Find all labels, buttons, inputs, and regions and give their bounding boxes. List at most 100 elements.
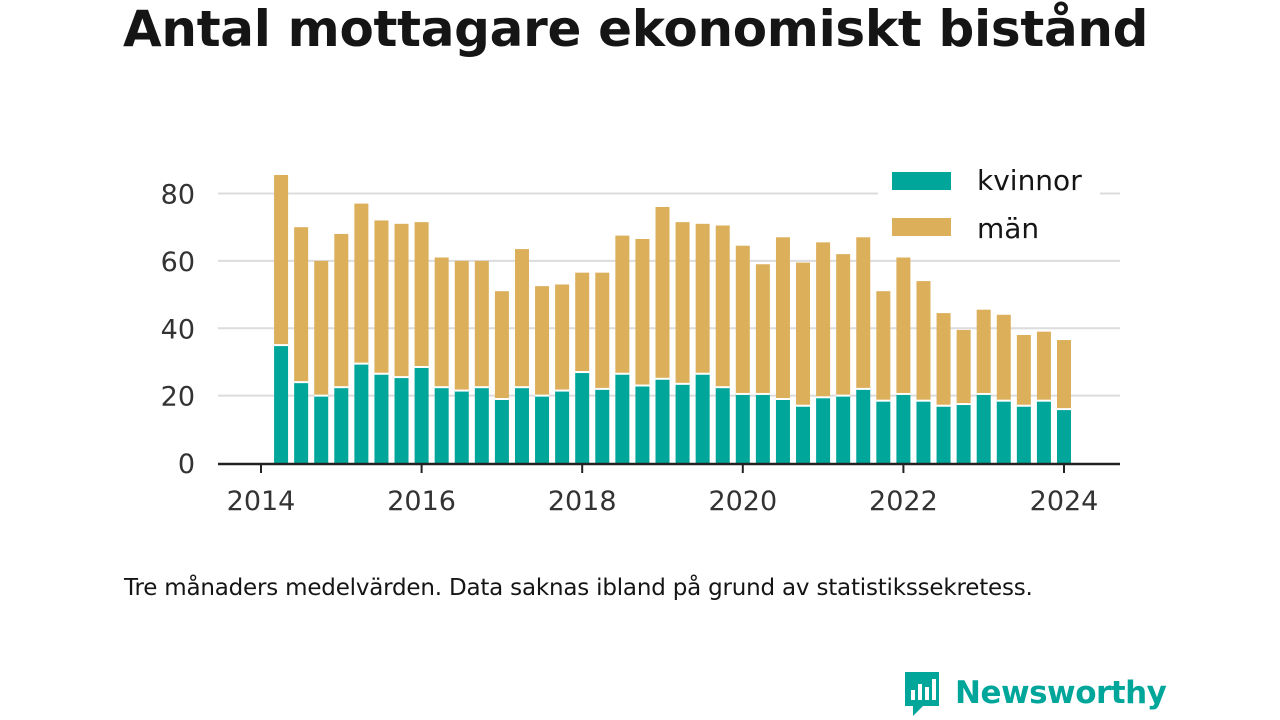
bar-man (1036, 331, 1051, 401)
y-tick-label: 80 (161, 180, 195, 211)
bar-kvinnor (715, 387, 730, 463)
x-tick-label: 2016 (387, 486, 456, 517)
bar-kvinnor (294, 382, 309, 463)
axes: 0 20 40 60 80 2014 2016 2018 2020 2022 2024 (161, 180, 1120, 517)
bar-man (1057, 340, 1071, 410)
bar-man (314, 260, 329, 396)
bar-kvinnor (695, 373, 710, 463)
legend-label-man: män (977, 212, 1039, 245)
bar-kvinnor (535, 395, 550, 463)
bar-man (494, 291, 509, 399)
bar-kvinnor (454, 390, 469, 463)
bar-man (956, 329, 971, 405)
bar-kvinnor (836, 395, 851, 463)
bar-man (836, 254, 851, 396)
bar-man (916, 281, 931, 401)
chart-footnote: Tre månaders medelvärden. Data saknas ib… (124, 575, 1033, 601)
bar-man (575, 272, 590, 373)
bar-kvinnor (595, 388, 610, 463)
bar-man (294, 227, 309, 383)
legend-swatch-man (892, 218, 951, 236)
bar-kvinnor (796, 405, 811, 463)
bar-kvinnor (514, 387, 529, 463)
bar-kvinnor (916, 400, 931, 463)
bar-man (896, 257, 911, 394)
bar-man (695, 223, 710, 374)
bar-man (555, 284, 570, 391)
bar-man (474, 260, 489, 388)
bar-kvinnor (956, 404, 971, 463)
bar-kvinnor (334, 387, 349, 463)
bar-man (535, 286, 550, 396)
legend-label-kvinnor: kvinnor (977, 164, 1082, 197)
bar-kvinnor (896, 393, 911, 463)
bar-kvinnor (755, 393, 770, 463)
bar-man (635, 238, 650, 386)
bar-kvinnor (1016, 405, 1031, 463)
x-tick-label: 2014 (227, 486, 296, 517)
bar-kvinnor (434, 387, 449, 463)
bar-man (976, 309, 991, 394)
bar-kvinnor (374, 373, 389, 463)
bar-kvinnor (655, 378, 670, 463)
x-tick-label: 2024 (1030, 486, 1099, 517)
bar-man (796, 262, 811, 406)
bar-man (354, 203, 369, 364)
bar-man (615, 235, 630, 374)
bar-kvinnor (735, 393, 750, 463)
bar-kvinnor (354, 363, 369, 463)
bar-kvinnor (976, 393, 991, 463)
bar-man (936, 313, 951, 406)
x-tick-label: 2018 (548, 486, 617, 517)
y-tick-label: 20 (161, 382, 195, 413)
bar-man (274, 174, 289, 346)
bar-man (334, 233, 349, 388)
page-title: Antal mottagare ekonomiskt bistånd (123, 0, 1149, 58)
bar-kvinnor (816, 397, 831, 463)
y-tick-label: 0 (178, 449, 195, 480)
bar-kvinnor (414, 366, 429, 463)
bar-man (434, 257, 449, 388)
y-tick-label: 40 (161, 314, 195, 345)
bar-kvinnor (274, 345, 289, 463)
bar-man (394, 223, 409, 378)
bar-man (816, 242, 831, 398)
bar-man (655, 206, 670, 379)
bar-man (996, 314, 1011, 401)
bar-chart-speech-bubble-icon (905, 672, 939, 716)
bar-kvinnor (936, 405, 951, 463)
brand-logo: Newsworthy (901, 668, 1167, 718)
bar-kvinnor (675, 383, 690, 463)
bar-man (454, 260, 469, 391)
legend-swatch-kvinnor (892, 172, 951, 190)
bar-man (876, 291, 891, 401)
bar-kvinnor (615, 373, 630, 463)
bar-man (715, 225, 730, 388)
bar-kvinnor (394, 377, 409, 463)
bar-kvinnor (876, 400, 891, 463)
bar-man (755, 264, 770, 394)
bar-kvinnor (494, 398, 509, 463)
bar-kvinnor (314, 395, 329, 463)
bar-kvinnor (1036, 400, 1051, 463)
bar-kvinnor (996, 400, 1011, 463)
bars (274, 174, 1071, 463)
bar-man (735, 245, 750, 394)
bar-kvinnor (555, 390, 570, 463)
bar-kvinnor (1057, 409, 1071, 463)
bar-man (775, 237, 790, 399)
x-tick-label: 2022 (869, 486, 938, 517)
bar-man (1016, 334, 1031, 406)
bar-man (595, 272, 610, 389)
y-tick-label: 60 (161, 247, 195, 278)
bar-man (856, 237, 871, 389)
bar-kvinnor (775, 398, 790, 463)
bar-man (675, 222, 690, 384)
bar-kvinnor (856, 388, 871, 463)
legend: kvinnor män (878, 160, 1100, 256)
bar-man (514, 249, 529, 388)
bar-kvinnor (474, 387, 489, 463)
bar-man (374, 220, 389, 374)
bar-man (414, 222, 429, 367)
